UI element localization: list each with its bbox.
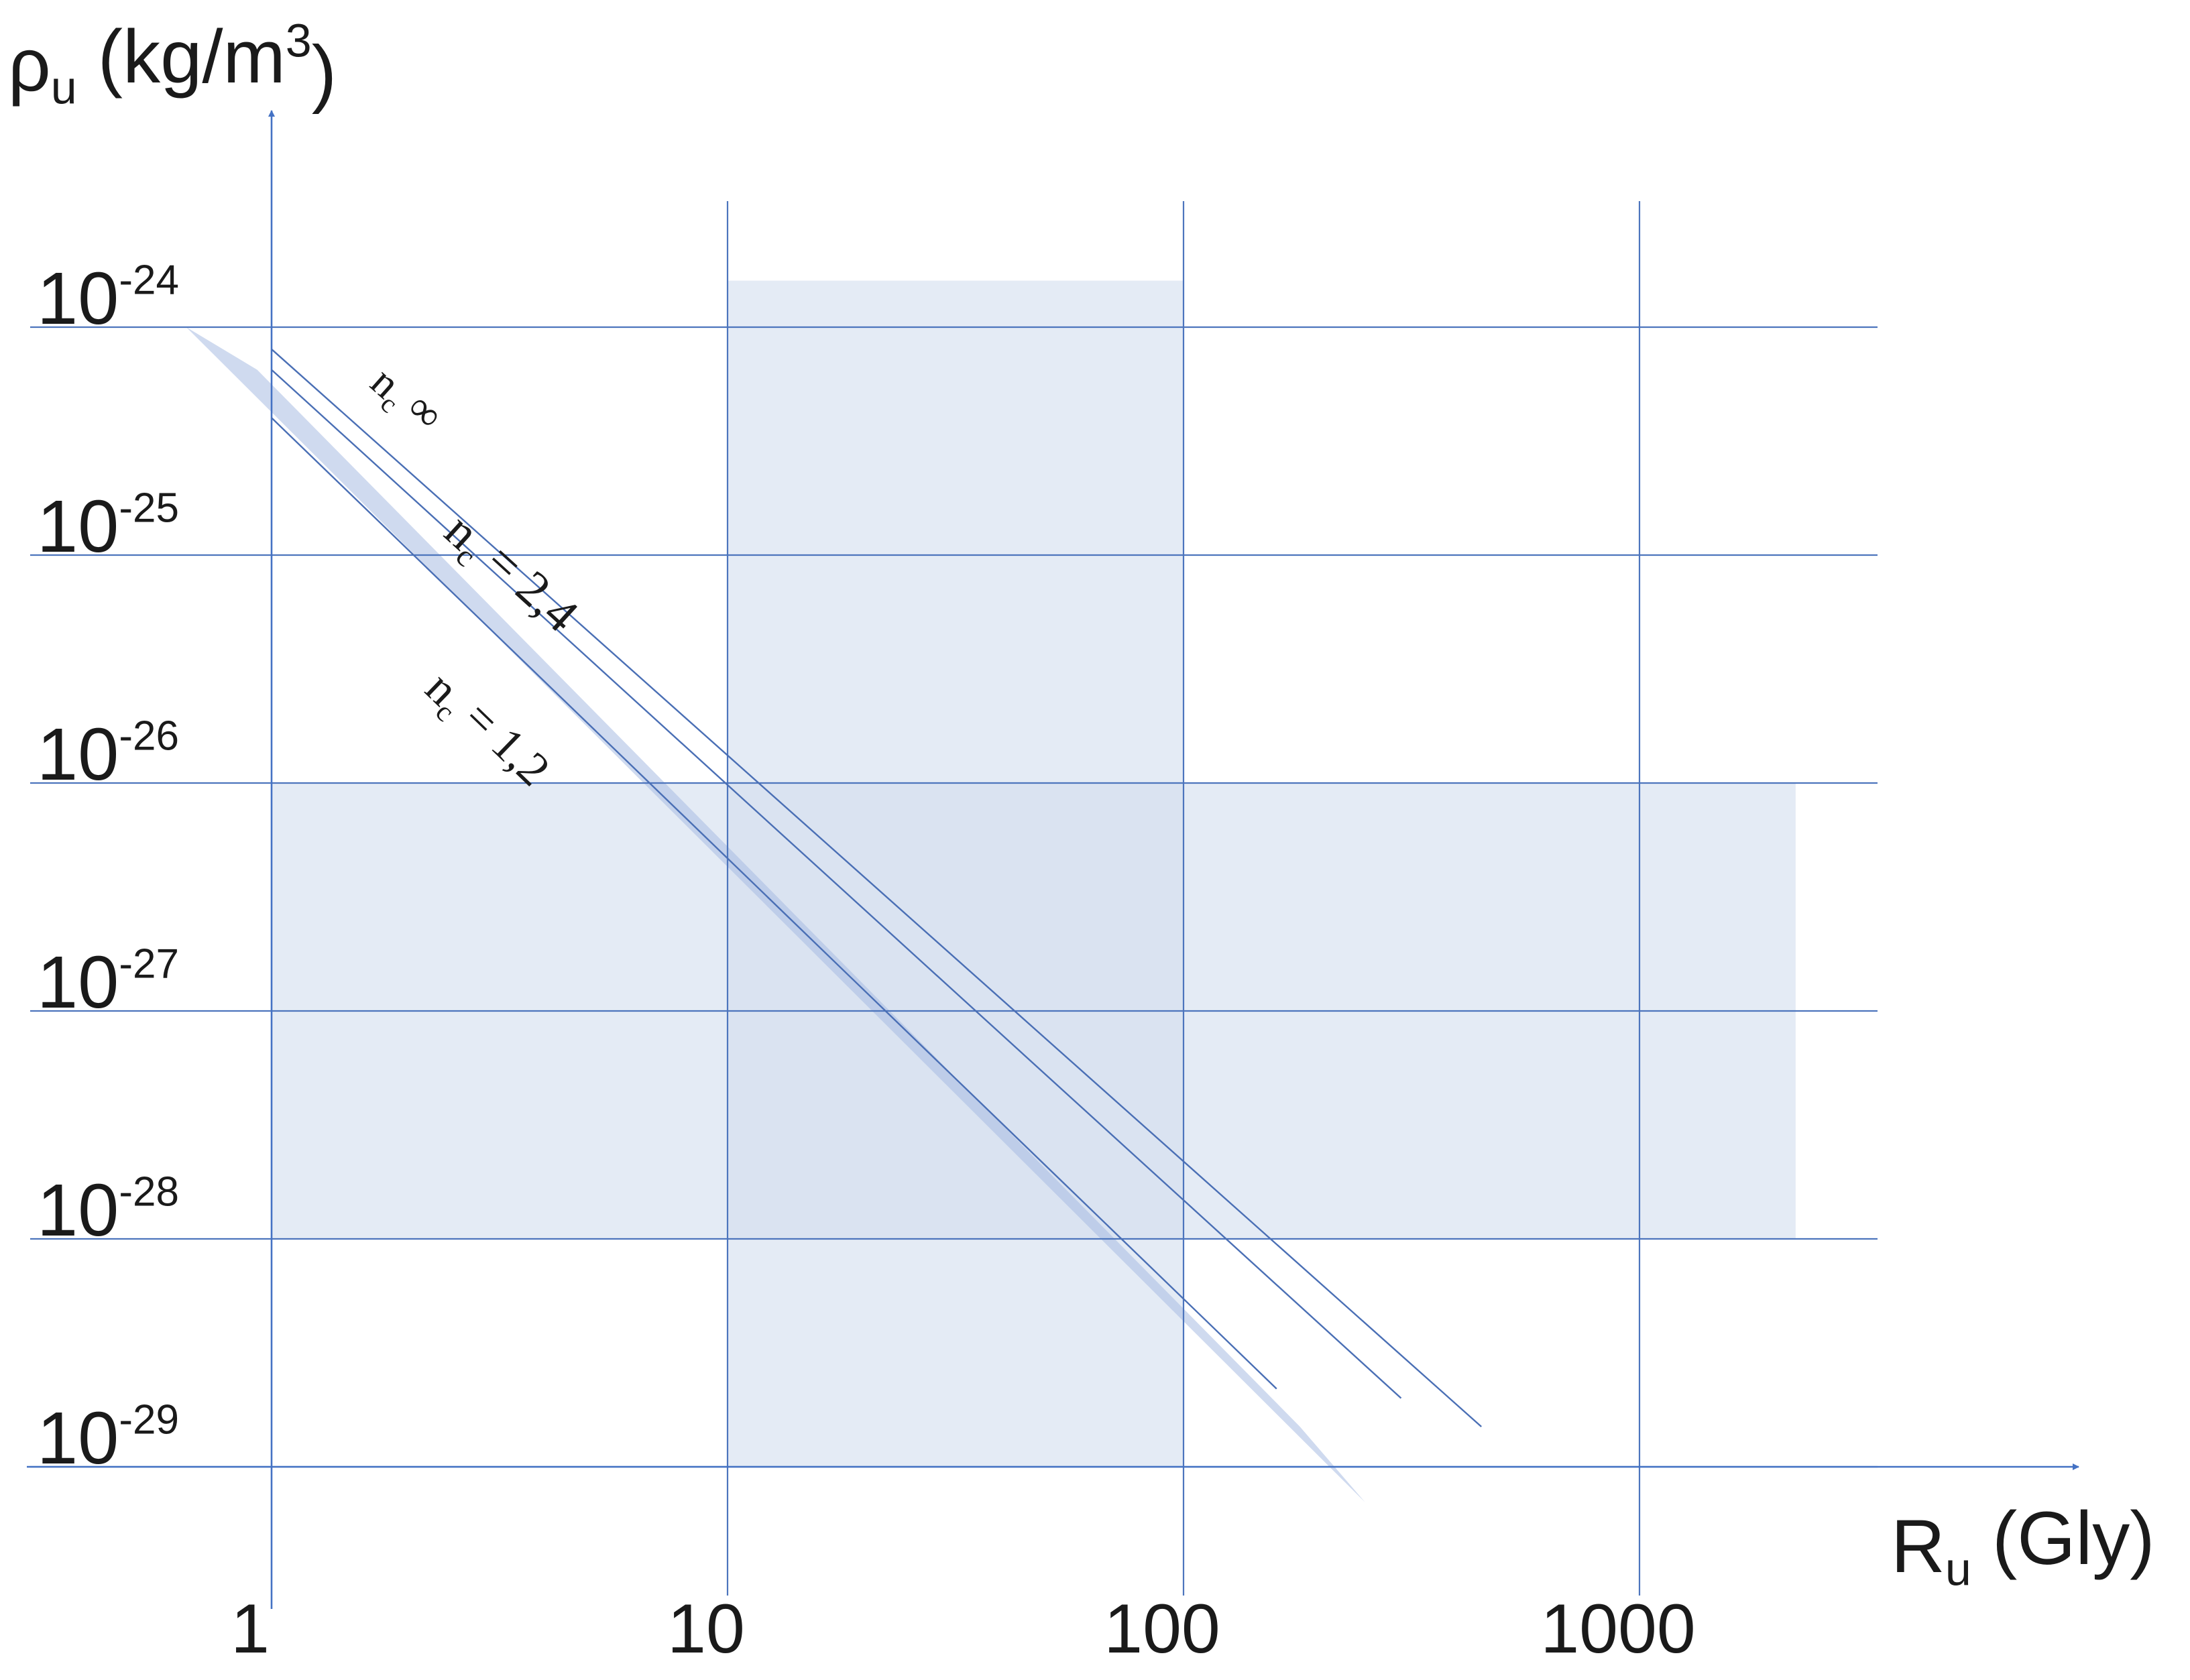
x-tick-label-1: 1 (231, 1590, 270, 1668)
x-tick-label-2: 10 (667, 1590, 745, 1668)
y-tick-label-2: 10-25 (37, 485, 179, 568)
y-axis-title: ρu (kg/m3) (8, 15, 337, 115)
y-tick-label-6: 10-29 (37, 1396, 179, 1480)
y-tick-label-3: 10-26 (37, 713, 179, 796)
series-label-1: nc ∞ (359, 354, 453, 446)
x-axis-title: Ru (Gly) (1891, 1496, 2155, 1595)
y-tick-label-5: 10-28 (37, 1168, 179, 1252)
x-tick-label-4: 1000 (1540, 1590, 1695, 1668)
series-label-3: nc = 1,2 (412, 658, 559, 803)
series-line-1 (271, 349, 1482, 1428)
y-tick-label-1: 10-24 (37, 257, 179, 340)
x-tick-label-3: 100 (1104, 1590, 1220, 1668)
series-line-2 (271, 369, 1402, 1399)
series-line-3 (271, 417, 1277, 1390)
y-tick-label-4: 10-27 (37, 941, 179, 1024)
